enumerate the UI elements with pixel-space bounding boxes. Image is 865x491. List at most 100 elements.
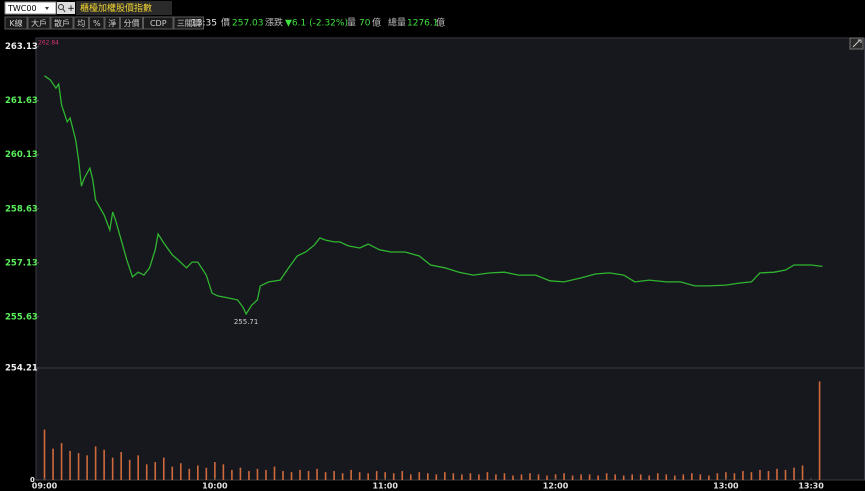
change-label: 漲跌 bbox=[265, 18, 283, 29]
settings-icon bbox=[852, 39, 862, 48]
y-tick-label: 255.63 bbox=[5, 312, 38, 322]
volume-bar bbox=[418, 472, 421, 480]
volume-bar bbox=[60, 443, 63, 480]
x-tick-label: 13:30 bbox=[798, 482, 824, 491]
button-label: 均 bbox=[77, 18, 85, 28]
volume-bar bbox=[529, 473, 531, 480]
y-tick-label: 257.13 bbox=[5, 258, 38, 268]
x-tick-label: 11:00 bbox=[372, 482, 398, 491]
toolbar-button[interactable]: 淨 bbox=[104, 16, 120, 30]
volume-bar bbox=[265, 469, 267, 480]
search-icon-handle bbox=[62, 8, 66, 13]
add-button[interactable] bbox=[67, 2, 75, 14]
volume-bar bbox=[801, 465, 804, 480]
volume-bar bbox=[358, 472, 361, 480]
reference-label: 262.84 bbox=[38, 40, 59, 47]
volume-bar bbox=[392, 473, 395, 480]
button-frame bbox=[50, 16, 74, 30]
name-box bbox=[76, 1, 172, 15]
volume-bar bbox=[128, 459, 131, 480]
volume-bar bbox=[759, 469, 761, 480]
low-annotation: 255.71 bbox=[234, 318, 259, 326]
toolbar-button[interactable]: 散戶 bbox=[50, 16, 74, 30]
volume-bar bbox=[94, 446, 97, 480]
volume-bar bbox=[171, 466, 174, 480]
volume-bar bbox=[571, 475, 574, 480]
volume-bar bbox=[563, 473, 565, 480]
volume-bar bbox=[341, 473, 344, 480]
symbol-input[interactable] bbox=[4, 1, 57, 15]
volume-bar bbox=[614, 474, 616, 480]
volume-bar bbox=[461, 474, 463, 480]
volume-bar bbox=[750, 472, 753, 480]
volume-bar bbox=[273, 466, 276, 480]
y-tick-label: 263.13 bbox=[5, 42, 38, 52]
toolbar-button[interactable]: % bbox=[89, 16, 105, 30]
y-tick-label: 260.13 bbox=[5, 150, 38, 160]
button-label: 分價 bbox=[124, 19, 140, 28]
volume-bar bbox=[793, 467, 795, 480]
dropdown-caret[interactable] bbox=[45, 7, 49, 10]
volume-bar bbox=[137, 455, 140, 480]
volume-bar bbox=[324, 472, 327, 480]
volume-bar bbox=[299, 469, 301, 480]
volume-bar bbox=[435, 474, 438, 480]
volume-bar bbox=[111, 457, 114, 480]
y-tick-label: 254.21 bbox=[5, 364, 38, 374]
toolbar-button[interactable]: 三關價 bbox=[173, 16, 204, 30]
volume-label: 量 bbox=[347, 18, 356, 29]
button-label: 散戶 bbox=[54, 18, 70, 28]
price-value: 257.03 bbox=[232, 19, 264, 29]
volume-bar bbox=[367, 473, 369, 480]
volume-value: 70 bbox=[359, 19, 371, 29]
volume-bar bbox=[239, 467, 242, 480]
button-frame bbox=[4, 16, 28, 30]
volume-bar bbox=[580, 474, 582, 480]
volume-bar bbox=[648, 475, 651, 480]
volume-bar bbox=[77, 453, 80, 480]
search-icon bbox=[58, 4, 64, 10]
volume-bar bbox=[145, 464, 148, 480]
volume-bar bbox=[469, 473, 472, 480]
plot-area bbox=[35, 37, 865, 481]
toolbar-button[interactable]: K線 bbox=[4, 16, 28, 30]
volume-bar bbox=[52, 448, 54, 480]
volume-bar bbox=[426, 473, 429, 480]
toolbar-button[interactable]: CDP bbox=[143, 16, 174, 30]
volume-bar bbox=[478, 474, 480, 480]
volume-bar bbox=[179, 463, 182, 480]
volume-bar bbox=[409, 474, 412, 480]
volume-bar bbox=[350, 469, 352, 480]
toolbar-button[interactable]: 均 bbox=[73, 16, 89, 30]
volume-bar bbox=[691, 473, 693, 480]
volume-bar bbox=[716, 473, 719, 480]
volume-bar bbox=[742, 471, 744, 480]
volume-bar bbox=[248, 471, 250, 480]
button-label: 淨 bbox=[108, 18, 116, 28]
x-tick-label: 10:00 bbox=[202, 482, 228, 491]
volume-bar bbox=[375, 471, 378, 480]
volume-bar bbox=[103, 449, 105, 480]
index-name: 櫃檯加權股價指數 bbox=[80, 2, 152, 14]
volume-bar bbox=[733, 473, 736, 480]
volume-bar bbox=[656, 473, 659, 480]
volume-bar bbox=[188, 468, 191, 480]
volume-bar bbox=[597, 475, 599, 480]
volume-bar bbox=[818, 381, 821, 480]
volume-bar bbox=[162, 457, 165, 480]
button-label: % bbox=[93, 19, 101, 28]
button-frame bbox=[143, 16, 174, 30]
y-tick-label: 258.63 bbox=[5, 204, 38, 214]
search-button[interactable] bbox=[57, 2, 67, 14]
volume-bar bbox=[767, 471, 770, 480]
price-label: 價 bbox=[221, 18, 230, 29]
toolbar-button[interactable]: 分價 bbox=[120, 16, 143, 30]
volume-bar bbox=[588, 474, 591, 480]
x-tick-label: 09:00 bbox=[32, 482, 58, 491]
toolbar-button[interactable]: 大戶 bbox=[27, 16, 51, 30]
volume-bar bbox=[554, 474, 557, 480]
volume-bar bbox=[682, 474, 685, 480]
symbol-text: TWC00 bbox=[7, 4, 37, 13]
volume-bar bbox=[537, 474, 540, 480]
